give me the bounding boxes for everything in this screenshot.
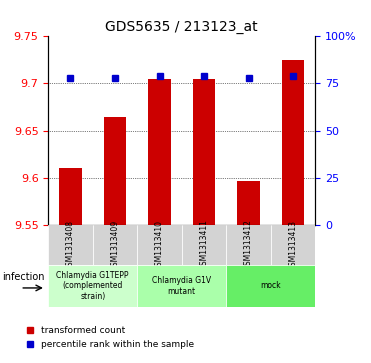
Bar: [271, 225, 315, 265]
Bar: [193, 79, 215, 225]
Bar: [237, 181, 260, 225]
Bar: [148, 79, 171, 225]
Bar: [282, 60, 304, 225]
Text: GSM1313408: GSM1313408: [66, 220, 75, 270]
Text: mock: mock: [260, 281, 281, 290]
Text: GSM1313412: GSM1313412: [244, 220, 253, 270]
Text: GSM1313413: GSM1313413: [289, 220, 298, 270]
Legend: transformed count, percentile rank within the sample: transformed count, percentile rank withi…: [23, 323, 198, 352]
Text: Chlamydia G1TEPP
(complemented
strain): Chlamydia G1TEPP (complemented strain): [56, 271, 129, 301]
Bar: [226, 225, 271, 265]
Text: infection: infection: [3, 272, 45, 282]
Text: Chlamydia G1V
mutant: Chlamydia G1V mutant: [152, 276, 211, 295]
Bar: [182, 225, 226, 265]
Bar: [137, 225, 182, 265]
Title: GDS5635 / 213123_at: GDS5635 / 213123_at: [105, 20, 258, 34]
Bar: [226, 265, 315, 307]
Text: GSM1313409: GSM1313409: [111, 220, 119, 270]
Bar: [93, 225, 137, 265]
Bar: [104, 117, 126, 225]
Bar: [48, 265, 137, 307]
Bar: [137, 265, 226, 307]
Text: GSM1313411: GSM1313411: [200, 220, 209, 270]
Text: GSM1313410: GSM1313410: [155, 220, 164, 270]
Bar: [59, 168, 82, 225]
Bar: [48, 225, 93, 265]
